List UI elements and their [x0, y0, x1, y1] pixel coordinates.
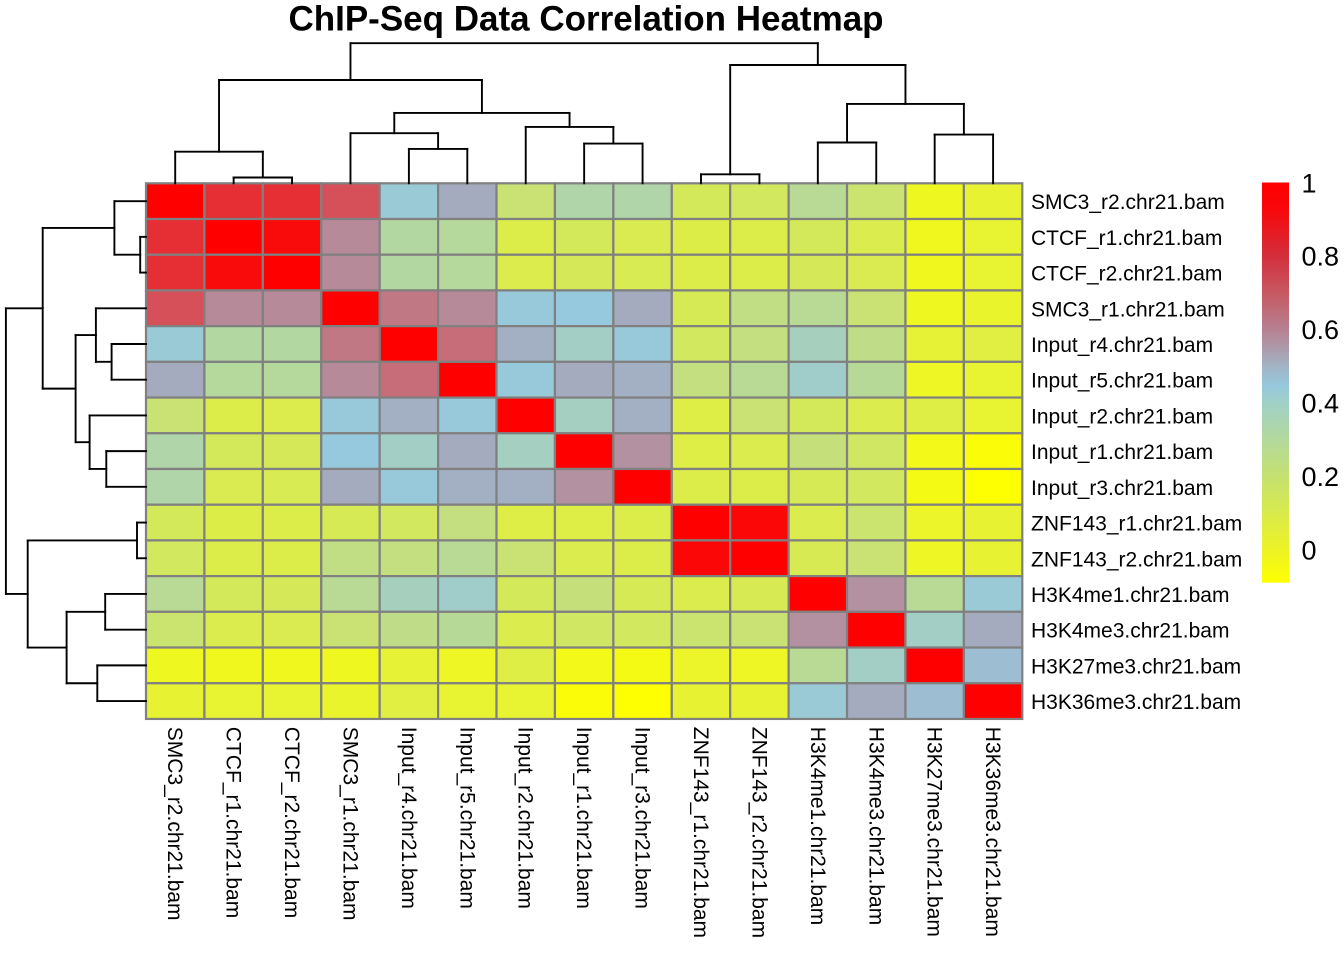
svg-text:CTCF_r2.chr21.bam: CTCF_r2.chr21.bam: [280, 727, 303, 918]
svg-text:SMC3_r1.chr21.bam: SMC3_r1.chr21.bam: [1031, 298, 1225, 321]
svg-text:0.8: 0.8: [1302, 242, 1340, 272]
svg-text:ChIP-Seq Data Correlation Heat: ChIP-Seq Data Correlation Heatmap: [288, 0, 883, 39]
svg-text:ZNF143_r1.chr21.bam: ZNF143_r1.chr21.bam: [1031, 513, 1242, 536]
svg-text:Input_r2.chr21.bam: Input_r2.chr21.bam: [514, 727, 537, 909]
svg-text:Input_r3.chr21.bam: Input_r3.chr21.bam: [1031, 477, 1213, 500]
svg-text:Input_r2.chr21.bam: Input_r2.chr21.bam: [1031, 405, 1213, 428]
svg-text:0: 0: [1302, 535, 1317, 565]
svg-text:SMC3_r2.chr21.bam: SMC3_r2.chr21.bam: [163, 727, 186, 921]
svg-text:Input_r3.chr21.bam: Input_r3.chr21.bam: [631, 727, 654, 909]
svg-text:H3K4me1.chr21.bam: H3K4me1.chr21.bam: [1031, 584, 1229, 607]
svg-text:SMC3_r2.chr21.bam: SMC3_r2.chr21.bam: [1031, 191, 1225, 214]
svg-text:ZNF143_r2.chr21.bam: ZNF143_r2.chr21.bam: [1031, 548, 1242, 571]
svg-text:CTCF_r1.chr21.bam: CTCF_r1.chr21.bam: [1031, 227, 1222, 250]
svg-text:1: 1: [1302, 168, 1317, 198]
svg-text:H3K4me3.chr21.bam: H3K4me3.chr21.bam: [1031, 620, 1229, 643]
svg-text:CTCF_r2.chr21.bam: CTCF_r2.chr21.bam: [1031, 263, 1222, 286]
svg-text:SMC3_r1.chr21.bam: SMC3_r1.chr21.bam: [338, 727, 361, 921]
svg-text:0.2: 0.2: [1302, 462, 1340, 492]
svg-text:H3K4me3.chr21.bam: H3K4me3.chr21.bam: [864, 727, 887, 925]
svg-text:H3K27me3.chr21.bam: H3K27me3.chr21.bam: [923, 727, 946, 937]
svg-text:0.4: 0.4: [1302, 389, 1340, 419]
svg-text:H3K27me3.chr21.bam: H3K27me3.chr21.bam: [1031, 655, 1241, 678]
svg-text:Input_r4.chr21.bam: Input_r4.chr21.bam: [397, 727, 420, 909]
svg-text:Input_r5.chr21.bam: Input_r5.chr21.bam: [455, 727, 478, 909]
svg-text:Input_r1.chr21.bam: Input_r1.chr21.bam: [1031, 441, 1213, 464]
svg-text:H3K36me3.chr21.bam: H3K36me3.chr21.bam: [981, 727, 1004, 937]
svg-text:CTCF_r1.chr21.bam: CTCF_r1.chr21.bam: [222, 727, 245, 918]
svg-text:0.6: 0.6: [1302, 315, 1340, 345]
svg-text:ZNF143_r1.chr21.bam: ZNF143_r1.chr21.bam: [689, 727, 712, 938]
svg-text:H3K4me1.chr21.bam: H3K4me1.chr21.bam: [806, 727, 829, 925]
svg-text:Input_r5.chr21.bam: Input_r5.chr21.bam: [1031, 370, 1213, 393]
svg-text:Input_r1.chr21.bam: Input_r1.chr21.bam: [572, 727, 595, 909]
svg-text:H3K36me3.chr21.bam: H3K36me3.chr21.bam: [1031, 691, 1241, 714]
svg-text:ZNF143_r2.chr21.bam: ZNF143_r2.chr21.bam: [747, 727, 770, 938]
svg-text:Input_r4.chr21.bam: Input_r4.chr21.bam: [1031, 334, 1213, 357]
